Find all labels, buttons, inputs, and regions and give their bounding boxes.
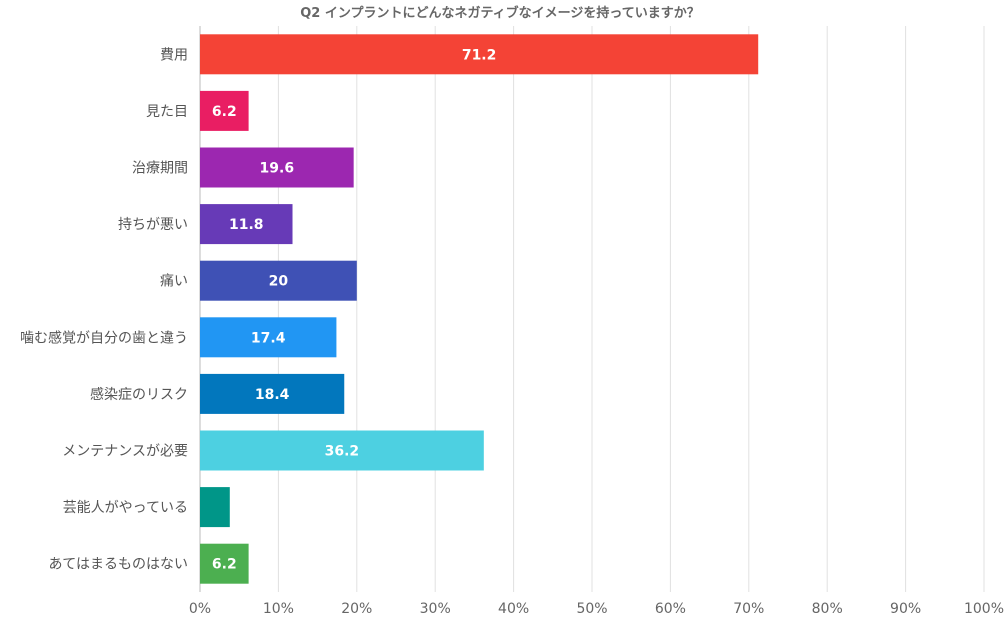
x-tick-label: 10% bbox=[263, 601, 294, 617]
x-axis-ticks: 0% 10% 20% 30% 40% 50% 60% 70% 80% 90% 100% bbox=[189, 601, 1004, 617]
bar bbox=[200, 317, 337, 358]
bar-value-label: 18.4 bbox=[255, 387, 290, 403]
category-label: メンテナンスが必要 bbox=[62, 444, 188, 460]
bar-value-label: 11.8 bbox=[229, 217, 264, 233]
bar-value-label: 20 bbox=[269, 274, 289, 290]
bar bbox=[200, 543, 249, 584]
bar bbox=[200, 260, 357, 301]
category-label: 痛い bbox=[160, 273, 188, 290]
bar bbox=[200, 373, 345, 414]
bar bbox=[200, 147, 354, 188]
x-tick-label: 50% bbox=[576, 601, 607, 617]
category-label: 費用 bbox=[160, 47, 188, 63]
x-tick-label: 30% bbox=[420, 601, 451, 617]
x-tick-label: 40% bbox=[498, 601, 529, 617]
x-tick-label: 20% bbox=[341, 601, 372, 617]
gridlines bbox=[199, 26, 985, 592]
category-label: あてはまるものはない bbox=[49, 557, 188, 573]
category-label: 持ちが悪い bbox=[118, 217, 188, 233]
x-tick-label: 70% bbox=[733, 601, 764, 617]
x-tick-label: 80% bbox=[812, 601, 843, 617]
bar bbox=[200, 90, 249, 131]
bar bbox=[200, 430, 484, 471]
x-tick-label: 100% bbox=[964, 601, 1004, 617]
bar-value-label: 71.2 bbox=[462, 47, 497, 63]
bar bbox=[200, 34, 759, 75]
chart-title: Q2 インプラントにどんなネガティブなイメージを持っていますか？ bbox=[300, 5, 700, 21]
bar-value-label: 6.2 bbox=[212, 557, 237, 573]
bar-value-label: 6.2 bbox=[212, 104, 237, 120]
bars: 71.2 6.2 19.6 11.8 20 17.4 18.4 36.2 6.2 bbox=[200, 34, 759, 584]
bar-value-label: 19.6 bbox=[260, 161, 295, 177]
bar bbox=[200, 487, 230, 528]
bar bbox=[200, 204, 293, 245]
x-tick-label: 0% bbox=[189, 601, 211, 617]
category-label: 治療期間 bbox=[132, 160, 188, 177]
category-labels: 費用見た目治療期間持ちが悪い痛い噛む感覚が自分の歯と違う感染症のリスクメンテナン… bbox=[20, 47, 188, 572]
category-label: 見た目 bbox=[146, 104, 188, 120]
category-label: 感染症のリスク bbox=[90, 386, 188, 403]
category-label: 噛む感覚が自分の歯と違う bbox=[20, 329, 188, 346]
category-label: 芸能人がやっている bbox=[63, 500, 188, 516]
bar-value-label: 17.4 bbox=[251, 330, 286, 346]
bar-value-label: 36.2 bbox=[325, 444, 360, 460]
x-tick-label: 60% bbox=[655, 601, 686, 617]
x-tick-label: 90% bbox=[890, 601, 921, 617]
